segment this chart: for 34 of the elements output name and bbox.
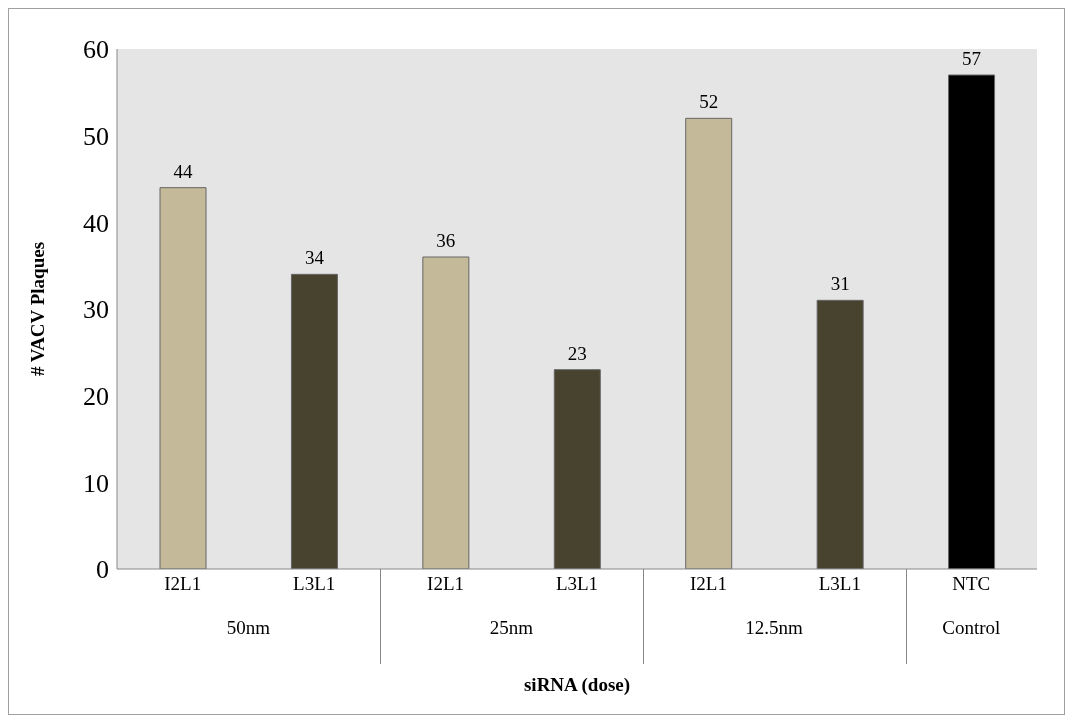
bar bbox=[948, 74, 996, 569]
x-tick-label: I2L1 bbox=[689, 573, 727, 595]
y-tick-label: 60 bbox=[83, 35, 109, 65]
bar bbox=[422, 256, 470, 569]
y-axis-title: # VACV Plaques bbox=[26, 241, 48, 377]
y-tick-label: 40 bbox=[83, 208, 109, 238]
y-tick-label: 10 bbox=[83, 468, 109, 498]
data-label: 31 bbox=[830, 273, 850, 295]
text: 50nm bbox=[225, 617, 272, 639]
y-tick-label: 50 bbox=[83, 121, 109, 151]
x-tick-label: L3L1 bbox=[555, 573, 599, 595]
x-tick-label: L3L1 bbox=[293, 573, 336, 595]
text: 12.5nm bbox=[744, 617, 804, 639]
text: Control bbox=[941, 617, 1002, 639]
bar bbox=[290, 273, 338, 569]
data-label: 44 bbox=[173, 160, 193, 182]
bar bbox=[816, 299, 864, 569]
text: 25nm bbox=[488, 617, 534, 639]
y-tick-label: 20 bbox=[83, 381, 109, 411]
bar bbox=[553, 369, 601, 569]
data-label: 23 bbox=[567, 342, 587, 364]
x-tick-label: I2L1 bbox=[164, 573, 202, 595]
y-tick-label: 0 bbox=[96, 555, 109, 585]
bar bbox=[685, 117, 733, 569]
data-label: 57 bbox=[962, 48, 982, 69]
y-tick-label: 30 bbox=[83, 295, 109, 325]
data-label: 34 bbox=[304, 247, 325, 269]
bar bbox=[159, 187, 207, 569]
x-tick-label: NTC bbox=[952, 573, 991, 595]
data-label: 36 bbox=[436, 230, 456, 251]
data-label: 52 bbox=[699, 91, 719, 113]
x-tick-label: L3L1 bbox=[818, 573, 861, 595]
x-axis-title: siRNA (dose) bbox=[522, 674, 632, 696]
x-tick-label: I2L1 bbox=[427, 573, 465, 595]
